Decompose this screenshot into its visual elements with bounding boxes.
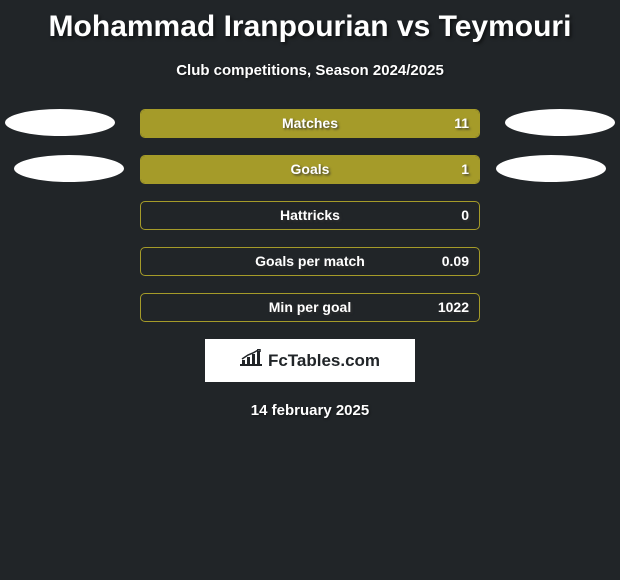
stat-value: 0 (461, 202, 469, 229)
stat-bar-min-per-goal: Min per goal 1022 (140, 293, 480, 322)
stat-label: Matches (141, 110, 479, 137)
stat-bar-goals-per-match: Goals per match 0.09 (140, 247, 480, 276)
page-title: Mohammad Iranpourian vs Teymouri (0, 0, 620, 44)
stat-bar-goals: Goals 1 (140, 155, 480, 184)
stats-container: Matches 11 Goals 1 Hattricks 0 Goals per… (0, 109, 620, 322)
stat-value: 1022 (438, 294, 469, 321)
page-subtitle: Club competitions, Season 2024/2025 (0, 62, 620, 79)
stat-value: 0.09 (442, 248, 469, 275)
stat-label: Goals (141, 156, 479, 183)
logo-box[interactable]: FcTables.com (205, 339, 415, 382)
right-ellipse-1 (505, 109, 615, 136)
stat-label: Min per goal (141, 294, 479, 321)
stat-bar-hattricks: Hattricks 0 (140, 201, 480, 230)
left-ellipse-1 (5, 109, 115, 136)
stat-bar-matches: Matches 11 (140, 109, 480, 138)
left-ellipse-2 (14, 155, 124, 182)
right-ellipse-2 (496, 155, 606, 182)
stat-label: Goals per match (141, 248, 479, 275)
chart-growth-icon (240, 349, 262, 372)
stat-label: Hattricks (141, 202, 479, 229)
stat-value: 11 (454, 110, 469, 137)
logo-text: FcTables.com (268, 351, 380, 371)
footer-date: 14 february 2025 (0, 402, 620, 419)
stat-value: 1 (461, 156, 469, 183)
